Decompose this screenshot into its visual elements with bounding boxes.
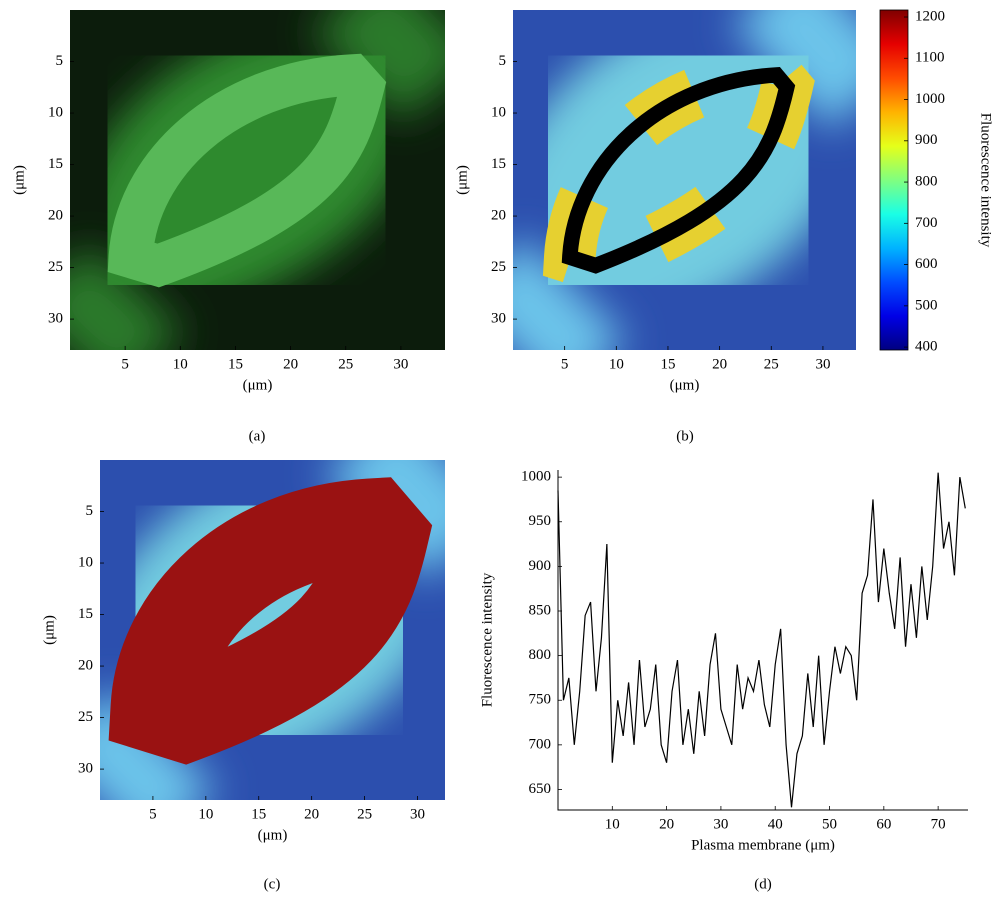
y-axis-label: (μm) <box>11 165 27 195</box>
y-tick-label: 15 <box>491 156 506 172</box>
x-tick-label: 50 <box>822 816 837 832</box>
y-tick-label: 30 <box>48 311 63 327</box>
caption: (d) <box>754 876 772 892</box>
axes-frame <box>557 470 968 811</box>
x-tick-label: 30 <box>410 806 425 822</box>
colorbar-label: Fluorescence intensity <box>978 113 994 248</box>
micrograph <box>70 10 445 350</box>
y-tick-label: 950 <box>529 513 552 529</box>
x-axis-label: (μm) <box>258 827 288 843</box>
y-tick-label: 700 <box>529 736 552 752</box>
y-tick-label: 30 <box>78 761 93 777</box>
caption: (b) <box>676 428 694 444</box>
y-tick-label: 20 <box>48 207 63 223</box>
colorbar-tick-label: 600 <box>915 256 938 272</box>
x-axis-label: Plasma membrane (μm) <box>691 837 835 853</box>
x-tick-label: 10 <box>609 356 624 372</box>
y-tick-label: 25 <box>78 709 93 725</box>
x-tick-label: 20 <box>304 806 319 822</box>
y-tick-label: 20 <box>491 207 506 223</box>
y-tick-label: 30 <box>491 311 506 327</box>
y-tick-label: 750 <box>529 692 552 708</box>
y-tick-label: 10 <box>78 554 93 570</box>
caption: (a) <box>249 428 266 444</box>
y-tick-label: 25 <box>491 259 506 275</box>
y-tick-label: 15 <box>78 606 93 622</box>
x-tick-label: 15 <box>660 356 675 372</box>
micrograph <box>513 10 856 350</box>
colorbar <box>879 9 909 351</box>
y-tick-label: 850 <box>529 602 552 618</box>
x-tick-label: 30 <box>815 356 830 372</box>
y-tick-label: 5 <box>86 503 94 519</box>
x-tick-label: 10 <box>198 806 213 822</box>
x-tick-label: 25 <box>357 806 372 822</box>
x-tick-label: 5 <box>561 356 569 372</box>
colorbar-tick-label: 800 <box>915 174 938 190</box>
colorbar-tick-label: 900 <box>915 132 938 148</box>
micrograph <box>100 460 445 800</box>
y-tick-label: 650 <box>529 781 552 797</box>
y-tick-label: 5 <box>56 53 64 69</box>
y-tick-label: 15 <box>48 156 63 172</box>
x-tick-label: 40 <box>768 816 783 832</box>
x-tick-label: 20 <box>712 356 727 372</box>
colorbar-tick-label: 1100 <box>915 50 944 66</box>
y-tick-label: 10 <box>48 104 63 120</box>
caption: (c) <box>264 876 281 892</box>
y-tick-label: 5 <box>499 53 507 69</box>
intensity-line <box>557 472 966 808</box>
colorbar-tick-label: 500 <box>915 297 938 313</box>
x-tick-label: 70 <box>931 816 946 832</box>
colorbar-tick-label: 1200 <box>915 8 945 24</box>
x-tick-label: 60 <box>876 816 891 832</box>
x-axis-label: (μm) <box>670 377 700 393</box>
y-tick-label: 1000 <box>521 469 551 485</box>
x-tick-label: 10 <box>173 356 188 372</box>
y-tick-label: 20 <box>78 657 93 673</box>
x-tick-label: 25 <box>338 356 353 372</box>
colorbar-tick-label: 700 <box>915 215 938 231</box>
x-tick-label: 10 <box>605 816 620 832</box>
y-tick-label: 10 <box>491 104 506 120</box>
colorbar-tick-label: 400 <box>915 339 938 355</box>
colorbar-tick-label: 1000 <box>915 91 945 107</box>
x-tick-label: 25 <box>764 356 779 372</box>
y-axis-label: Fluorescence intensity <box>479 572 495 707</box>
y-tick-label: 900 <box>529 558 552 574</box>
x-tick-label: 20 <box>283 356 298 372</box>
x-tick-label: 5 <box>121 356 129 372</box>
y-axis-label: (μm) <box>41 615 57 645</box>
y-tick-label: 800 <box>529 647 552 663</box>
y-axis-label: (μm) <box>454 165 470 195</box>
x-tick-label: 20 <box>659 816 674 832</box>
x-tick-label: 5 <box>149 806 157 822</box>
x-axis-label: (μm) <box>243 377 273 393</box>
x-tick-label: 15 <box>228 356 243 372</box>
x-tick-label: 30 <box>713 816 728 832</box>
y-tick-label: 25 <box>48 259 63 275</box>
x-tick-label: 30 <box>393 356 408 372</box>
x-tick-label: 15 <box>251 806 266 822</box>
